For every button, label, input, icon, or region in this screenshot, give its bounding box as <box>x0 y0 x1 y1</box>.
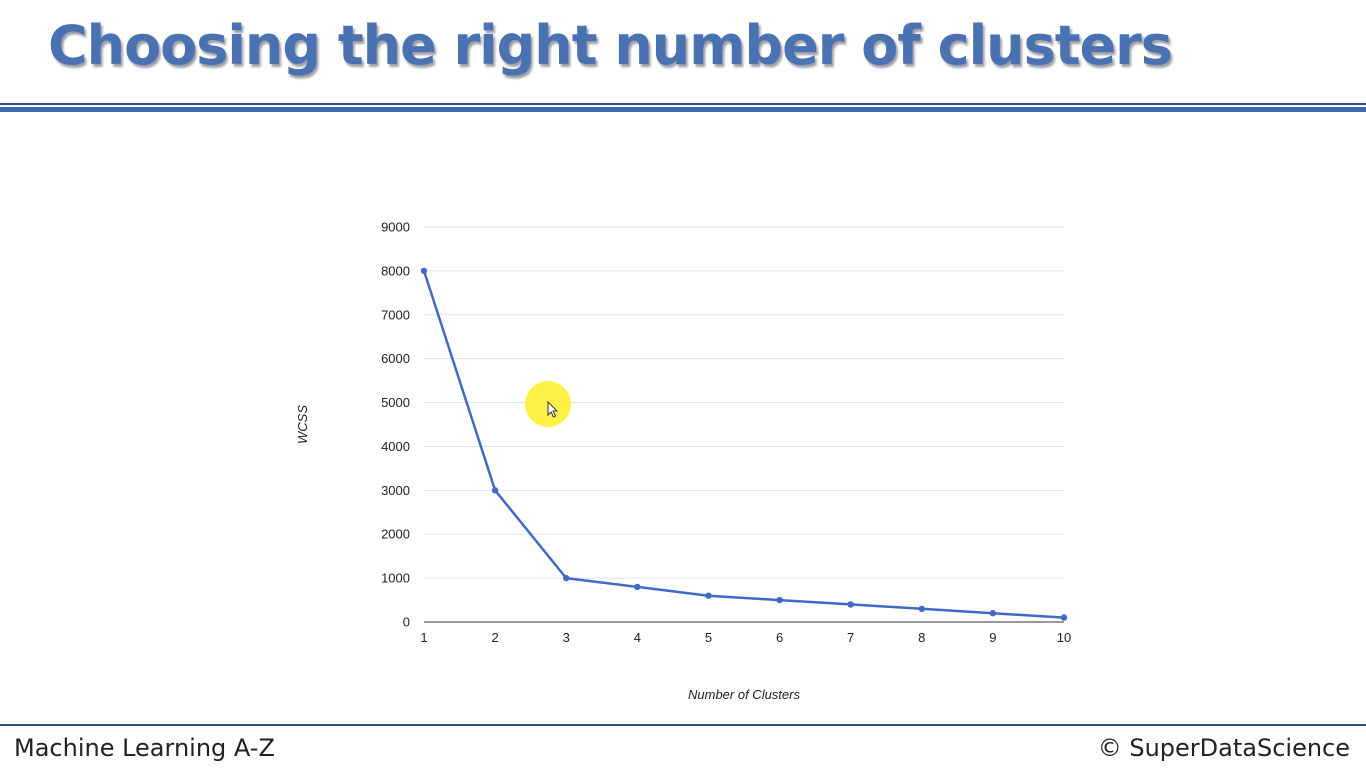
y-tick-label: 6000 <box>381 351 410 366</box>
y-tick-label: 1000 <box>381 571 410 586</box>
x-tick-label: 2 <box>491 630 498 645</box>
course-name: Machine Learning A-Z <box>14 734 275 762</box>
wcss-series-points <box>420 267 1068 621</box>
y-tick-label: 9000 <box>381 220 410 235</box>
x-tick-label: 3 <box>563 630 570 645</box>
x-axis-tick-labels: 1 2 3 4 5 6 7 8 9 10 <box>420 630 1071 645</box>
x-tick-label: 10 <box>1057 630 1071 645</box>
y-tick-label: 4000 <box>381 439 410 454</box>
copyright-notice: © SuperDataScience <box>1097 734 1350 762</box>
x-axis-title: Number of Clusters <box>688 687 800 702</box>
y-axis-tick-labels: 0 1000 2000 3000 4000 5000 6000 7000 8000 9000 <box>381 220 410 630</box>
title-divider-accent <box>0 107 1366 112</box>
data-point-k9 <box>989 610 997 617</box>
mouse-pointer-icon <box>547 401 559 418</box>
y-tick-label: 8000 <box>381 263 410 278</box>
slide-title: Choosing the right number of clusters <box>48 14 1173 77</box>
x-tick-label: 1 <box>420 630 427 645</box>
data-point-k3 <box>563 574 570 582</box>
y-tick-label: 2000 <box>381 527 410 542</box>
y-axis-title: WCSS <box>295 405 310 444</box>
x-tick-label: 4 <box>634 630 641 645</box>
y-tick-label: 7000 <box>381 307 410 322</box>
data-point-k10 <box>1060 614 1068 621</box>
data-point-k7 <box>847 601 854 608</box>
x-tick-label: 9 <box>989 630 996 645</box>
x-tick-label: 8 <box>918 630 925 645</box>
data-point-k2 <box>491 487 499 494</box>
y-tick-label: 3000 <box>381 483 410 498</box>
x-tick-label: 6 <box>776 630 783 645</box>
wcss-series-line <box>422 270 1065 619</box>
y-tick-label: 0 <box>403 615 410 630</box>
x-tick-label: 7 <box>847 630 854 645</box>
footer-divider <box>0 724 1366 726</box>
data-point-k5 <box>705 592 712 599</box>
data-point-k8 <box>918 605 925 613</box>
data-point-k4 <box>634 583 641 591</box>
data-point-k6 <box>776 596 783 604</box>
data-point-k1 <box>420 267 428 275</box>
chart-gridlines <box>424 226 1064 623</box>
x-tick-label: 5 <box>705 630 712 645</box>
y-tick-label: 5000 <box>381 395 410 410</box>
title-divider <box>0 103 1366 105</box>
